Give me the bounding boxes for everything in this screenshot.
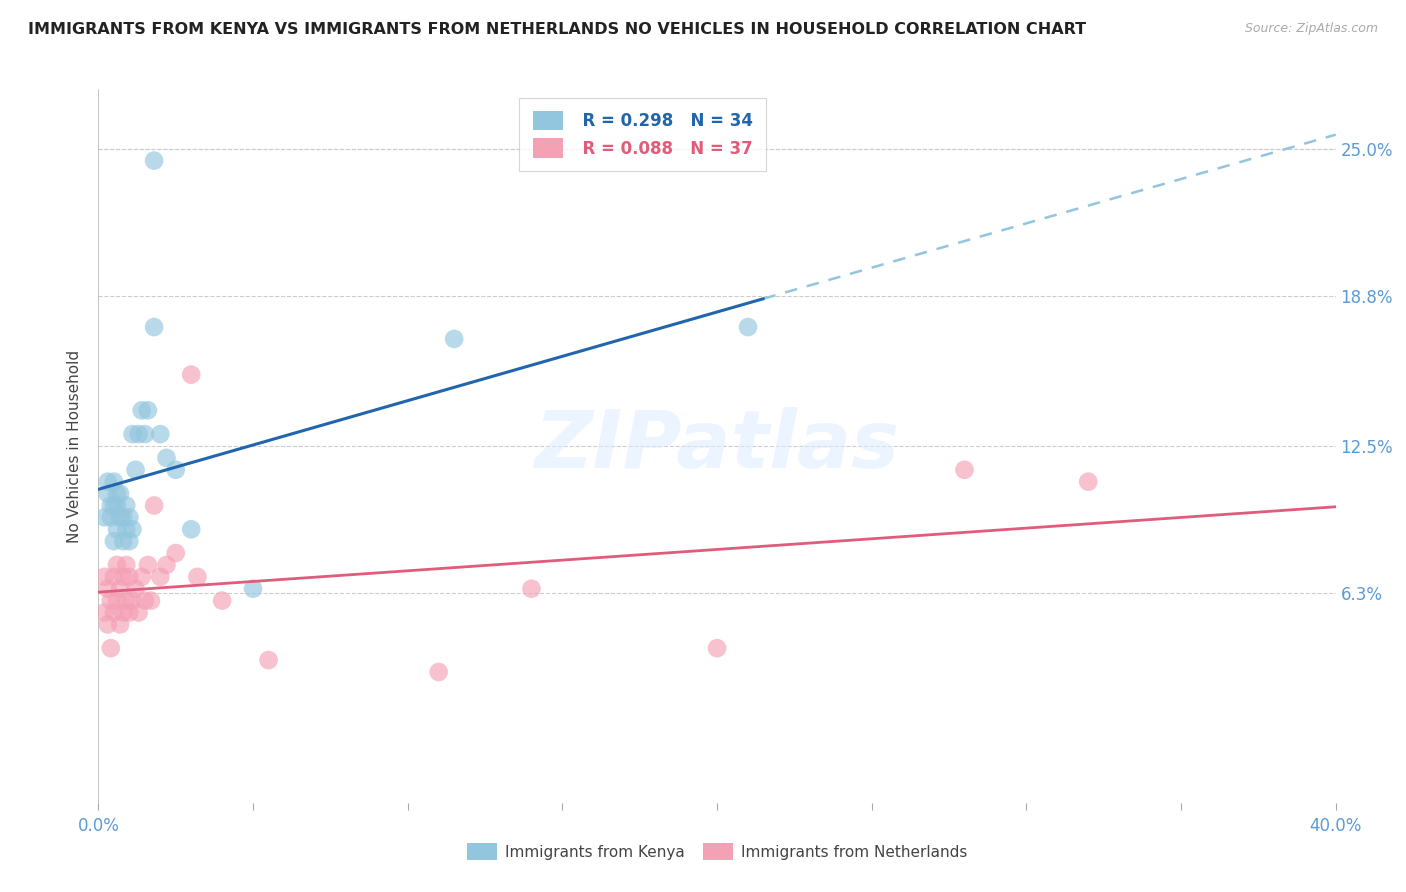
Point bbox=[97, 582, 120, 596]
Point bbox=[155, 558, 177, 572]
Point bbox=[93, 570, 115, 584]
Point bbox=[115, 558, 138, 572]
Point bbox=[131, 570, 153, 584]
Point bbox=[128, 427, 150, 442]
Point bbox=[443, 332, 465, 346]
Point bbox=[1077, 475, 1099, 489]
Y-axis label: No Vehicles in Household: No Vehicles in Household bbox=[67, 350, 83, 542]
Point bbox=[143, 499, 166, 513]
Point bbox=[134, 593, 156, 607]
Point bbox=[427, 665, 450, 679]
Point bbox=[105, 486, 128, 500]
Point bbox=[953, 463, 976, 477]
Point bbox=[139, 593, 162, 607]
Text: ZIPatlas: ZIPatlas bbox=[534, 407, 900, 485]
Point bbox=[136, 403, 159, 417]
Point bbox=[97, 475, 120, 489]
Point bbox=[121, 593, 143, 607]
Point bbox=[737, 320, 759, 334]
Point bbox=[112, 534, 135, 549]
Point bbox=[131, 403, 153, 417]
Point bbox=[124, 463, 146, 477]
Point bbox=[115, 593, 138, 607]
Point bbox=[100, 510, 122, 524]
Point bbox=[93, 606, 115, 620]
Point bbox=[100, 641, 122, 656]
Point bbox=[186, 570, 208, 584]
Point bbox=[257, 653, 280, 667]
Point bbox=[155, 450, 177, 465]
Point bbox=[520, 582, 543, 596]
Point bbox=[97, 617, 120, 632]
Point bbox=[121, 427, 143, 442]
Point bbox=[105, 558, 128, 572]
Point bbox=[143, 320, 166, 334]
Point bbox=[108, 486, 131, 500]
Text: Source: ZipAtlas.com: Source: ZipAtlas.com bbox=[1244, 22, 1378, 36]
Point bbox=[136, 558, 159, 572]
Point bbox=[103, 606, 125, 620]
Point bbox=[118, 534, 141, 549]
Point bbox=[149, 427, 172, 442]
Point bbox=[134, 427, 156, 442]
Point bbox=[706, 641, 728, 656]
Point bbox=[103, 475, 125, 489]
Point bbox=[118, 570, 141, 584]
Point bbox=[103, 534, 125, 549]
Point bbox=[105, 499, 128, 513]
Point bbox=[112, 510, 135, 524]
Point bbox=[242, 582, 264, 596]
Point bbox=[180, 368, 202, 382]
Point bbox=[118, 510, 141, 524]
Point bbox=[128, 606, 150, 620]
Point bbox=[105, 522, 128, 536]
Point bbox=[108, 617, 131, 632]
Point bbox=[100, 593, 122, 607]
Point bbox=[103, 499, 125, 513]
Point bbox=[165, 463, 187, 477]
Point bbox=[115, 499, 138, 513]
Point bbox=[108, 582, 131, 596]
Point bbox=[112, 606, 135, 620]
Point bbox=[165, 546, 187, 560]
Point bbox=[112, 570, 135, 584]
Point bbox=[93, 510, 115, 524]
Point bbox=[118, 606, 141, 620]
Point bbox=[100, 499, 122, 513]
Point bbox=[143, 153, 166, 168]
Point bbox=[105, 593, 128, 607]
Point bbox=[97, 486, 120, 500]
Point bbox=[211, 593, 233, 607]
Point bbox=[115, 522, 138, 536]
Text: IMMIGRANTS FROM KENYA VS IMMIGRANTS FROM NETHERLANDS NO VEHICLES IN HOUSEHOLD CO: IMMIGRANTS FROM KENYA VS IMMIGRANTS FROM… bbox=[28, 22, 1087, 37]
Point bbox=[108, 510, 131, 524]
Point bbox=[103, 570, 125, 584]
Legend:   R = 0.298   N = 34,   R = 0.088   N = 37: R = 0.298 N = 34, R = 0.088 N = 37 bbox=[519, 97, 766, 171]
Point bbox=[121, 522, 143, 536]
Point bbox=[124, 582, 146, 596]
Point bbox=[180, 522, 202, 536]
Point bbox=[149, 570, 172, 584]
